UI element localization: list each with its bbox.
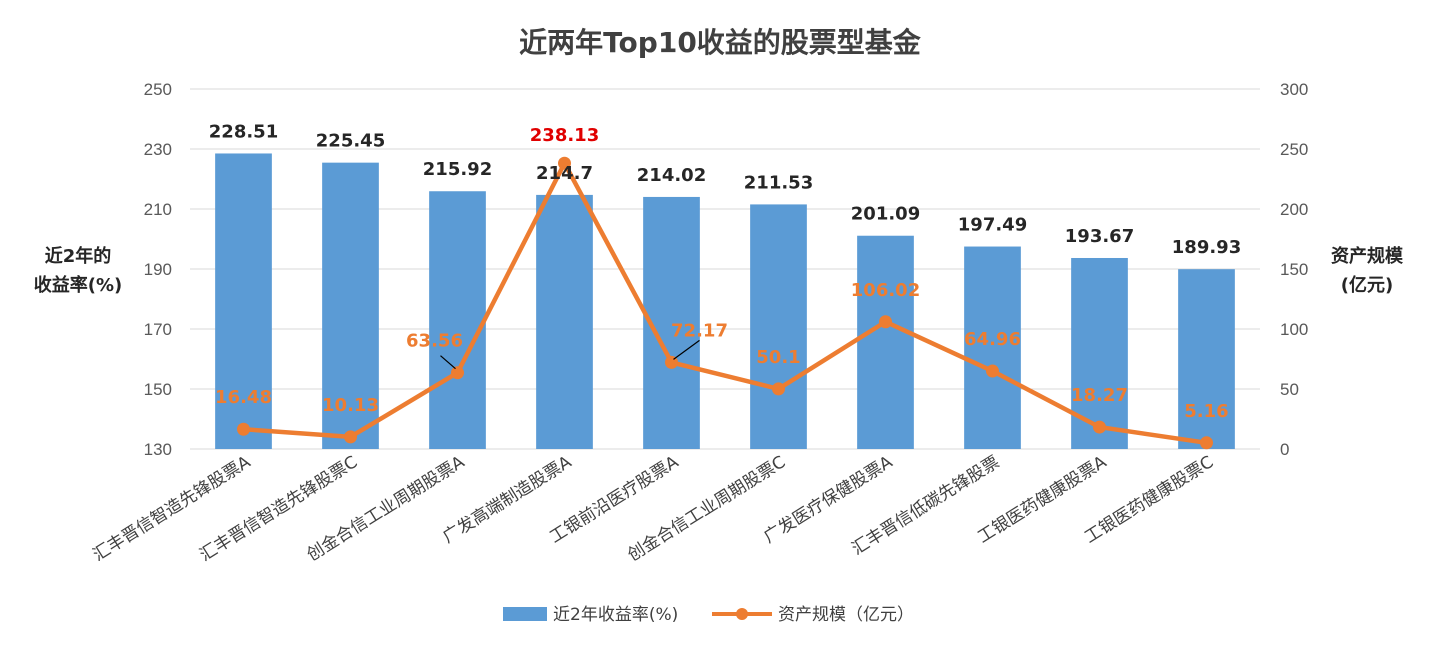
line-data-label: 63.56 (406, 331, 463, 352)
line-data-label: 16.48 (215, 387, 272, 408)
left-axis-title-line2: 收益率(%) (34, 274, 123, 296)
bar (1178, 269, 1235, 449)
bar-series (215, 153, 1235, 450)
line-marker (344, 430, 357, 444)
bar (215, 153, 272, 449)
legend: 近2年收益率(%) 资产规模（亿元） (503, 605, 914, 625)
legend-line-label: 资产规模（亿元） (778, 605, 914, 625)
left-tick-label: 170 (144, 320, 172, 339)
right-axis-title-line1: 资产规模 (1331, 245, 1404, 267)
bar-data-label: 193.67 (1065, 226, 1134, 247)
line-data-label: 18.27 (1071, 385, 1128, 406)
bar-data-label: 201.09 (851, 204, 920, 225)
line-marker (879, 315, 892, 329)
bar (536, 194, 593, 449)
line-series (237, 156, 1213, 450)
left-tick-label: 250 (144, 80, 172, 99)
line-marker (558, 156, 571, 170)
bar-data-label: 214.7 (536, 163, 593, 184)
line-data-label: 10.13 (322, 395, 379, 416)
bar-data-label: 225.45 (316, 131, 385, 152)
right-tick-label: 0 (1280, 440, 1289, 459)
bar (857, 235, 914, 449)
leader-line (440, 355, 456, 370)
data-labels: 228.51 225.45 215.92 214.7 214.02 211.53 201.0… (209, 121, 1241, 421)
right-tick-label: 150 (1280, 260, 1308, 279)
line-marker (237, 422, 250, 436)
line-data-label: 72.17 (671, 320, 728, 341)
leader-line (673, 339, 700, 360)
bar (429, 191, 486, 450)
line-marker (986, 364, 999, 378)
right-tick-label: 250 (1280, 140, 1308, 159)
right-tick-label: 50 (1280, 380, 1299, 399)
legend-bar-label: 近2年收益率(%) (553, 605, 678, 625)
line-marker (1093, 420, 1106, 434)
left-tick-label: 130 (144, 440, 172, 459)
bar (322, 162, 379, 449)
line-data-label: 238.13 (530, 125, 599, 146)
line-data-label: 5.16 (1184, 401, 1228, 422)
left-tick-label: 210 (144, 200, 172, 219)
bar-data-label: 189.93 (1172, 237, 1241, 258)
line-data-label: 106.02 (851, 280, 920, 301)
bar-data-label: 214.02 (637, 165, 706, 186)
bar-data-label: 211.53 (744, 172, 813, 193)
left-axis-title-line1: 近2年的 (45, 245, 112, 267)
bar-data-label: 215.92 (423, 159, 492, 180)
chart-title: 近两年Top10收益的股票型基金 (519, 26, 922, 59)
bar (964, 246, 1021, 449)
bar (1071, 257, 1128, 449)
left-tick-label: 230 (144, 140, 172, 159)
right-tick-label: 300 (1280, 80, 1308, 99)
line-marker (1200, 436, 1213, 450)
right-tick-label: 100 (1280, 320, 1308, 339)
bar-data-label: 228.51 (209, 121, 278, 142)
left-tick-label: 150 (144, 380, 172, 399)
right-axis-title-line2: (亿元) (1341, 274, 1393, 296)
line-path (243, 160, 1207, 446)
bar-data-label: 197.49 (958, 215, 1027, 236)
legend-bar-swatch (503, 607, 547, 621)
left-tick-label: 190 (144, 260, 172, 279)
right-tick-label: 200 (1280, 200, 1308, 219)
line-marker (451, 366, 464, 380)
line-marker (772, 382, 785, 396)
line-data-label: 50.1 (756, 347, 800, 368)
line-data-label: 64.96 (964, 329, 1021, 350)
bar (750, 204, 807, 449)
legend-line-marker (736, 608, 748, 620)
